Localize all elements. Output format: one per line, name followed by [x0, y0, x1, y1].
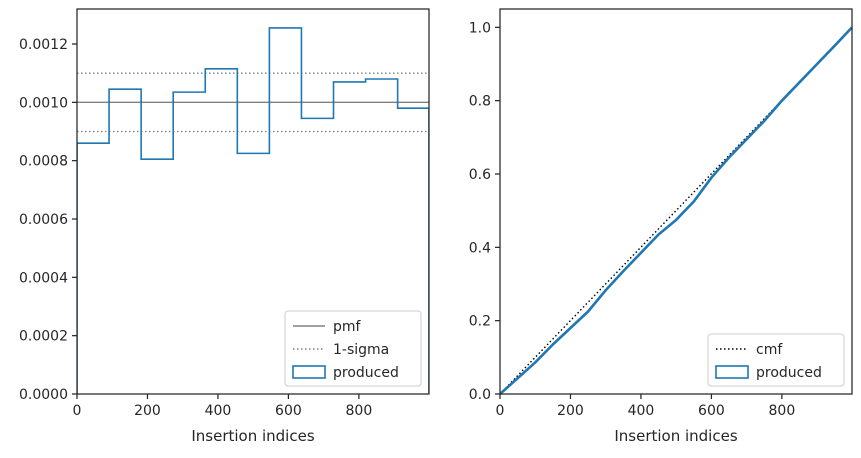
y-tick-label: 0.0002 — [19, 329, 68, 345]
legend: cmf produced — [707, 333, 845, 387]
y-tick-label: 0.0012 — [19, 37, 68, 53]
x-tick-label: 0 — [496, 403, 505, 419]
y-tick-label: 1.0 — [469, 20, 491, 36]
y-tick-label: 0.6 — [469, 167, 491, 183]
y-tick-label: 0.0004 — [19, 270, 68, 286]
y-tick-label: 0.0008 — [19, 154, 68, 170]
legend-label-1-sigma: 1-sigma — [333, 342, 389, 358]
plot-area — [500, 26, 852, 394]
legend: pmf 1-sigma produced — [284, 310, 422, 387]
x-axis-label: Insertion indices — [191, 427, 314, 445]
y-tick-label: 0.0000 — [19, 387, 68, 403]
y-tick-label: 0.4 — [469, 240, 491, 256]
x-tick-label: 400 — [628, 403, 655, 419]
right-chart-panel: 0 200 400 600 800 0.0 0.2 0.4 0.6 0.8 1.0 Insertion… — [469, 8, 853, 445]
legend-handle-produced — [292, 365, 326, 379]
x-tick-label: 200 — [557, 403, 584, 419]
x-tick-label: 0 — [73, 403, 82, 419]
produced-step-histogram — [77, 27, 429, 394]
axes-frame — [499, 8, 853, 395]
x-tick-label: 600 — [275, 403, 302, 419]
y-tick-label: 0.0010 — [19, 95, 68, 111]
y-tick-label: 0.0 — [469, 387, 491, 403]
legend-label-pmf: pmf — [333, 319, 362, 335]
produced-cumulative-line — [500, 26, 852, 394]
x-tick-label: 600 — [698, 403, 725, 419]
y-tick-label: 0.0006 — [19, 212, 68, 228]
legend-label-produced: produced — [333, 365, 399, 381]
x-tick-label: 800 — [769, 403, 796, 419]
x-axis-label: Insertion indices — [614, 427, 737, 445]
x-tick-label: 400 — [205, 403, 232, 419]
legend-handle-produced — [715, 365, 749, 379]
legend-label-produced: produced — [756, 365, 822, 381]
y-tick-label: 0.2 — [469, 314, 491, 330]
y-tick-label: 0.8 — [469, 94, 491, 110]
legend-box — [284, 310, 422, 387]
x-tick-label: 800 — [346, 403, 373, 419]
x-tick-label: 200 — [134, 403, 161, 419]
axes-frame — [76, 8, 430, 395]
legend-box — [707, 333, 845, 387]
left-chart-panel: 0 200 400 600 800 0.0000 0.0002 0.0004 0.0006 0.0… — [19, 8, 430, 445]
plot-area — [77, 27, 429, 394]
cmf-line — [500, 26, 852, 394]
legend-label-cmf: cmf — [756, 342, 783, 358]
